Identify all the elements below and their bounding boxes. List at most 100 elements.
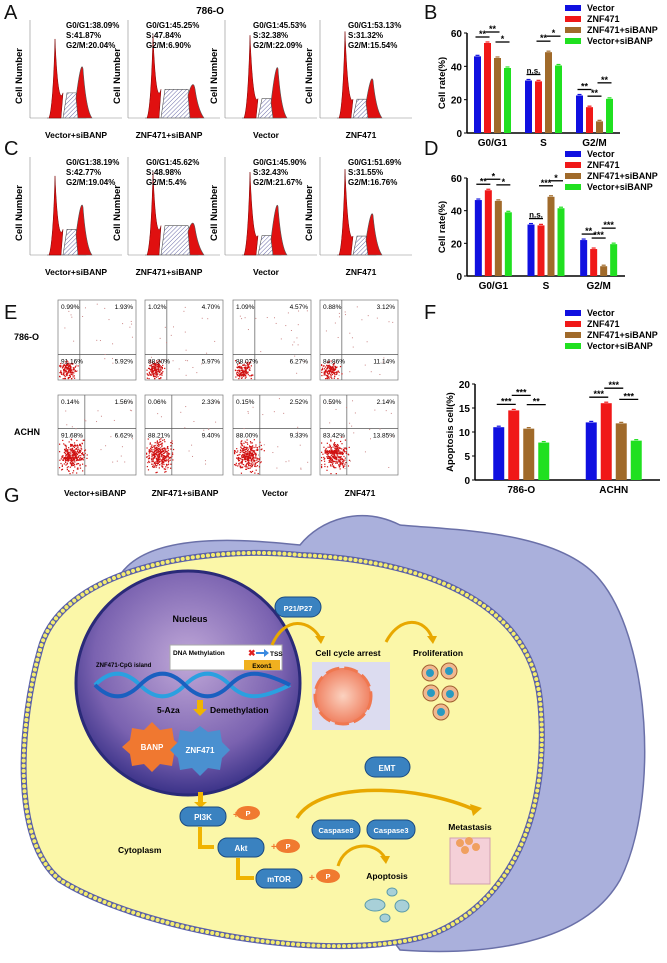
event-dot xyxy=(165,450,167,453)
event-dot xyxy=(327,374,329,376)
event-dot xyxy=(243,454,246,457)
event-dot xyxy=(151,456,153,458)
event-dot xyxy=(157,456,159,458)
event-dot xyxy=(74,445,76,447)
cell-nuclei-icon xyxy=(426,667,454,716)
event-dot xyxy=(280,338,282,340)
event-dot xyxy=(243,449,245,452)
event-dot xyxy=(69,365,71,368)
event-dot xyxy=(329,367,332,369)
event-dot xyxy=(388,466,390,468)
legend-swatch xyxy=(565,162,581,168)
event-dot xyxy=(63,373,65,375)
event-dot xyxy=(72,455,75,457)
event-dot xyxy=(148,378,150,380)
event-dot xyxy=(334,451,336,454)
event-dot xyxy=(113,419,115,421)
event-dot xyxy=(252,449,254,451)
bar-znf471-sibanp xyxy=(545,52,552,133)
event-dot xyxy=(79,459,81,461)
event-dot xyxy=(72,449,74,452)
legend-entry: Vector+siBANP xyxy=(587,36,653,46)
event-dot xyxy=(333,368,335,371)
event-dot xyxy=(326,450,328,452)
event-dot xyxy=(74,370,76,373)
event-dot xyxy=(235,464,237,466)
legend-entry: ZNF471 xyxy=(587,319,620,329)
event-dot xyxy=(326,442,328,444)
event-dot xyxy=(76,444,78,447)
event-dot xyxy=(70,439,73,441)
membrane-dots xyxy=(21,550,544,949)
event-dot xyxy=(332,459,334,462)
event-dot xyxy=(344,439,347,441)
event-dot xyxy=(160,456,162,458)
event-dot xyxy=(251,445,253,448)
event-dot xyxy=(237,458,240,460)
event-dot xyxy=(80,458,82,460)
x-tick-label: 786-O xyxy=(507,485,535,496)
y-axis-label: Cell rate(%) xyxy=(437,201,448,253)
event-dot xyxy=(159,464,161,466)
event-dot xyxy=(169,459,171,461)
y-axis-label: Cell Number xyxy=(209,185,220,241)
event-dot xyxy=(253,446,255,449)
apoptosis-dot-plot: 0.88% 3.12%84.86% 11.14% xyxy=(319,299,399,381)
event-dot xyxy=(306,310,308,312)
event-dot xyxy=(148,460,150,462)
event-dot xyxy=(328,361,330,363)
event-dot xyxy=(235,464,237,467)
event-dot xyxy=(237,364,239,366)
event-dot xyxy=(111,358,113,360)
bar-znf471 xyxy=(600,403,612,480)
event-dot xyxy=(159,441,161,443)
event-dot xyxy=(247,458,250,460)
event-dot xyxy=(150,448,152,450)
event-dot xyxy=(156,471,158,473)
y-tick-label: 20 xyxy=(451,96,463,107)
event-dot xyxy=(341,453,344,456)
event-dot xyxy=(243,364,245,367)
event-dot xyxy=(71,316,73,318)
event-dot xyxy=(322,365,324,367)
event-dot xyxy=(245,458,247,461)
event-dot xyxy=(150,446,153,448)
event-dot xyxy=(258,466,261,468)
event-dot xyxy=(157,444,159,447)
event-dot xyxy=(79,456,81,459)
event-dot xyxy=(82,470,84,472)
event-dot xyxy=(331,458,334,461)
event-dot xyxy=(65,374,67,376)
bar-znf471 xyxy=(590,249,598,276)
event-dot xyxy=(68,364,71,366)
event-dot xyxy=(249,445,251,448)
event-dot xyxy=(162,466,164,468)
event-dot xyxy=(64,450,66,452)
event-dot xyxy=(66,453,68,455)
event-dot xyxy=(121,446,123,448)
event-dot xyxy=(391,435,393,437)
phospho-label: P xyxy=(285,842,290,851)
event-dot xyxy=(327,366,329,368)
event-dot xyxy=(246,447,249,449)
event-dot xyxy=(164,448,166,450)
event-dot xyxy=(155,373,157,375)
event-dot xyxy=(162,450,164,452)
event-dot xyxy=(67,466,69,468)
event-dot xyxy=(149,450,151,452)
event-dot xyxy=(238,375,240,377)
event-dot xyxy=(241,318,243,320)
event-dot xyxy=(330,458,332,460)
event-dot xyxy=(154,366,156,368)
event-dot xyxy=(204,460,206,462)
bar-znf471 xyxy=(508,410,520,480)
event-dot xyxy=(323,460,326,462)
event-dot xyxy=(156,458,159,461)
event-dot xyxy=(253,451,255,454)
event-dot xyxy=(73,442,76,444)
legend-entry: Vector+siBANP xyxy=(587,341,653,351)
event-dot xyxy=(342,460,344,463)
x-tick-label: G0/G1 xyxy=(478,138,508,149)
event-dot xyxy=(255,469,257,471)
event-dot xyxy=(323,374,325,376)
